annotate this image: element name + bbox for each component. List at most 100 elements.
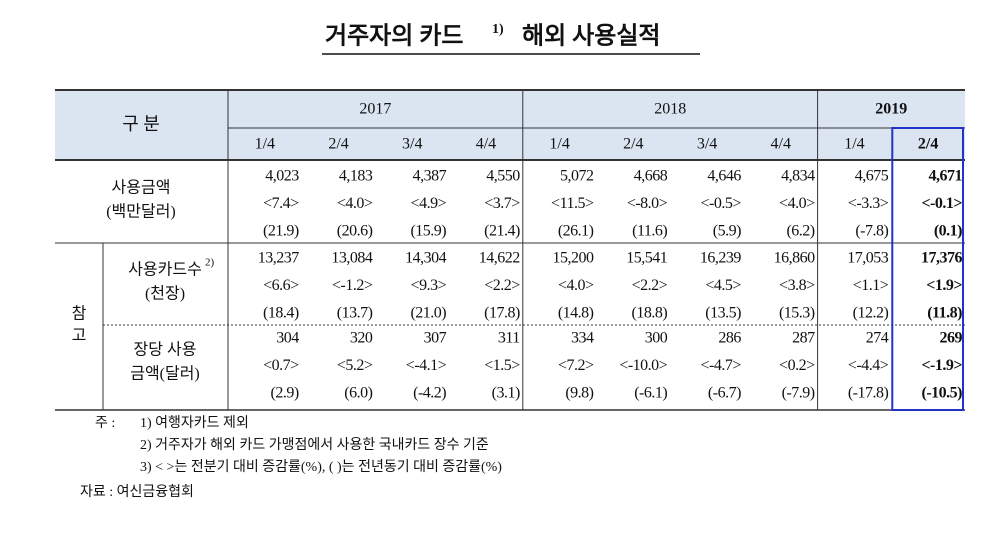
cell-qoq: <6.6>	[263, 277, 299, 294]
cell-values: 334	[571, 330, 594, 347]
row-label: 사용카드수	[128, 261, 202, 279]
corner: 구 분	[122, 114, 160, 134]
quarter: 2/4	[328, 136, 348, 153]
cell-values: 14,304	[405, 250, 447, 267]
cell-qoq: <-8.0>	[627, 195, 668, 212]
cell-values: 14,622	[479, 250, 521, 267]
cell-yoy: (15.3)	[779, 305, 815, 322]
cell-values: 4,646	[707, 168, 741, 185]
cell-qoq: <-1.2>	[332, 277, 373, 294]
cell-yoy: (11.6)	[632, 223, 667, 240]
cell-qoq: <7.4>	[263, 195, 299, 212]
cell-qoq: <4.0>	[779, 195, 815, 212]
cell-values: 4,834	[781, 168, 815, 185]
quarter: 1/4	[549, 136, 569, 153]
cell-yoy: (15.9)	[410, 223, 446, 240]
cell-values: 15,200	[553, 250, 595, 267]
cell-values: 13,084	[331, 250, 373, 267]
cell-yoy: (12.2)	[853, 305, 889, 322]
year: 2019	[875, 101, 907, 118]
row-label: (천장)	[145, 285, 185, 303]
cell-yoy: (-6.7)	[708, 385, 741, 402]
cell-yoy: (0.1)	[934, 223, 962, 240]
quarter: 1/4	[844, 136, 864, 153]
row-label-sup: 2)	[205, 257, 215, 269]
cell-values: 286	[718, 330, 741, 347]
row-label: 장당 사용	[134, 341, 197, 359]
cell-values: 269	[940, 330, 963, 347]
cell-yoy: (9.8)	[565, 385, 593, 402]
cell-yoy: (21.0)	[410, 305, 446, 322]
quarter: 2/4	[918, 136, 938, 153]
cell-yoy: (20.6)	[337, 223, 373, 240]
note: 1) 여행자카드 제외	[140, 415, 249, 431]
quarter: 3/4	[402, 136, 422, 153]
highlight-box	[891, 127, 964, 411]
cell-yoy: (3.1)	[492, 385, 520, 402]
cell-qoq: <1.5>	[484, 357, 520, 374]
cell-qoq: <4.0>	[337, 195, 373, 212]
cell-yoy: (13.5)	[705, 305, 741, 322]
year: 2017	[359, 101, 391, 118]
quarter: 4/4	[476, 136, 496, 153]
cell-values: 4,387	[413, 168, 447, 185]
cell-qoq: <1.9>	[926, 277, 962, 294]
year: 2018	[654, 101, 686, 118]
cell-yoy: (-10.5)	[922, 385, 963, 402]
cell-values: 4,668	[634, 168, 668, 185]
cell-values: 17,053	[847, 250, 889, 267]
cell-values: 16,239	[700, 250, 742, 267]
cell-values: 274	[866, 330, 889, 347]
cell-yoy: (-17.8)	[848, 385, 889, 402]
cell-qoq: <1.1>	[853, 277, 889, 294]
cell-qoq: <2.2>	[484, 277, 520, 294]
cell-yoy: (21.9)	[263, 223, 299, 240]
cell-qoq: <-4.1>	[406, 357, 447, 374]
title-rest: 해외 사용실적	[522, 23, 660, 50]
cell-yoy: (18.4)	[263, 305, 299, 322]
cell-yoy: (2.9)	[271, 385, 299, 402]
note-prefix: 주 :	[95, 416, 115, 431]
cell-values: 307	[424, 330, 447, 347]
cell-values: 15,541	[626, 250, 668, 267]
note: 2) 거주자가 해외 카드 가맹점에서 사용한 국내카드 장수 기준	[140, 437, 489, 453]
cell-yoy: (18.8)	[632, 305, 668, 322]
cell-yoy: (17.8)	[484, 305, 520, 322]
cell-qoq: <5.2>	[337, 357, 373, 374]
cell-values: 320	[350, 330, 373, 347]
cell-values: 5,072	[560, 168, 594, 185]
cell-values: 4,183	[339, 168, 373, 185]
cell-yoy: (-7.9)	[782, 385, 815, 402]
cell-yoy: (-6.1)	[634, 385, 667, 402]
cell-qoq: <3.7>	[484, 195, 520, 212]
cell-values: 311	[498, 330, 520, 347]
source: 자료 : 여신금융협회	[80, 484, 194, 500]
cell-qoq: <0.2>	[779, 357, 815, 374]
cell-yoy: (14.8)	[558, 305, 594, 322]
quarter: 3/4	[697, 136, 717, 153]
title-sup: 1)	[492, 22, 504, 37]
cell-values: 4,675	[855, 168, 889, 185]
cell-qoq: <4.5>	[705, 277, 741, 294]
cell-values: 4,023	[265, 168, 299, 185]
cell-qoq: <4.0>	[558, 277, 594, 294]
cell-qoq: <11.5>	[551, 195, 594, 212]
cell-values: 300	[645, 330, 668, 347]
note: 3) < >는 전분기 대비 증감률(%), ( )는 전년동기 대비 증감률(…	[140, 459, 502, 475]
cell-values: 13,237	[258, 250, 300, 267]
quarter: 1/4	[255, 136, 275, 153]
cell-values: 16,860	[774, 250, 816, 267]
cell-yoy: (26.1)	[558, 223, 594, 240]
quarter: 2/4	[623, 136, 643, 153]
cell-values: 17,376	[921, 250, 963, 267]
cell-qoq: <-3.3>	[848, 195, 889, 212]
cell-qoq: <4.9>	[411, 195, 447, 212]
row-label: 사용금액	[112, 179, 171, 197]
cell-values: 304	[276, 330, 299, 347]
cell-yoy: (11.8)	[927, 305, 962, 322]
header-bg	[55, 90, 965, 160]
cell-qoq: <9.3>	[411, 277, 447, 294]
cell-qoq: <-1.9>	[921, 357, 962, 374]
quarter: 4/4	[771, 136, 791, 153]
